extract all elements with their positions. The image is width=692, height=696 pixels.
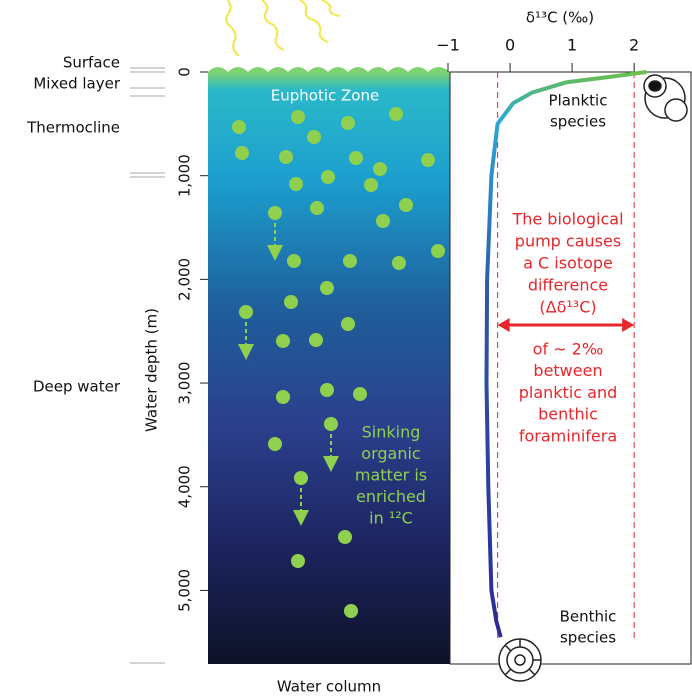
sinking-text: matter is [355,466,427,485]
sinking-text: Sinking [362,423,421,442]
depth-tick-label: 3,000 [176,362,194,405]
organic-particle [349,151,363,165]
d13c-tick-label: 0 [505,36,515,55]
depth-tick-label: 5,000 [176,569,194,612]
pump-text: a C isotope [523,254,613,273]
d13c-tick-label: 2 [629,36,639,55]
organic-particle [341,317,355,331]
sinking-particle [239,305,253,319]
surface-waves [208,67,450,72]
water-column [208,72,450,664]
pump-text: The biological [511,210,623,229]
d13c-axis-label: δ¹³C (‰) [526,9,594,27]
difference-text: planktic and [519,383,618,402]
organic-particle [421,153,435,167]
planktic-icon [643,74,688,122]
depth-tick-label: 2,000 [176,258,194,301]
benthic-label: Benthic [560,608,617,626]
sinking-particle [324,417,338,431]
organic-particle [279,150,293,164]
planktic-label: species [550,113,606,131]
depth-tick-label: 0 [176,67,194,77]
sinking-particle [268,206,282,220]
depth-axis-label: Water depth (m) [143,308,161,432]
benthic-label: species [560,629,616,647]
organic-particle [276,390,290,404]
sinking-text: enriched [356,487,426,506]
organic-particle [235,146,249,160]
organic-particle [364,178,378,192]
organic-particle [320,383,334,397]
d13c-tick-label: 1 [567,36,577,55]
d13c-profile [484,70,647,638]
organic-particle [284,295,298,309]
zone-label: Deep water [33,378,121,396]
sinking-particle [294,471,308,485]
pump-text: (Δδ¹³C) [539,298,596,317]
organic-particle [341,116,355,130]
difference-text: of ~ 2‰ [533,340,604,359]
zone-label: Thermocline [26,119,120,137]
difference-text: foraminifera [519,426,617,445]
organic-particle [291,554,305,568]
zone-brackets [130,67,165,664]
planktic-label: Planktic [549,92,608,110]
organic-particle [276,334,290,348]
organic-particle [353,387,367,401]
organic-particle [307,130,321,144]
organic-particle [321,170,335,184]
organic-particle [376,214,390,228]
organic-particle [389,107,403,121]
organic-particle [309,333,323,347]
organic-particle [291,110,305,124]
sinking-text: organic [361,444,420,463]
benthic-icon [498,638,542,682]
sinking-text: in ¹²C [369,509,413,528]
d13c-tick-label: −1 [436,36,460,55]
organic-particle [289,177,303,191]
zone-label: Surface [63,54,120,72]
organic-particle [399,198,413,212]
zone-label: Mixed layer [33,75,121,93]
organic-particle [392,256,406,270]
pump-text: difference [528,276,608,295]
organic-particle [268,437,282,451]
zone-name: Euphotic Zone [271,87,379,105]
organic-particle [344,604,358,618]
organic-particle [232,120,246,134]
organic-particle [373,162,387,176]
sun-rays [225,0,341,57]
depth-tick-label: 4,000 [176,465,194,508]
organic-particle [320,281,334,295]
depth-tick-label: 1,000 [176,154,194,197]
organic-particle [431,244,445,258]
difference-text: benthic [538,405,598,424]
organic-particle [343,254,357,268]
column-label: Water column [277,678,381,696]
difference-text: between [533,361,602,380]
pump-text: pump causes [515,232,621,251]
organic-particle [287,254,301,268]
organic-particle [310,201,324,215]
organic-particle [338,530,352,544]
